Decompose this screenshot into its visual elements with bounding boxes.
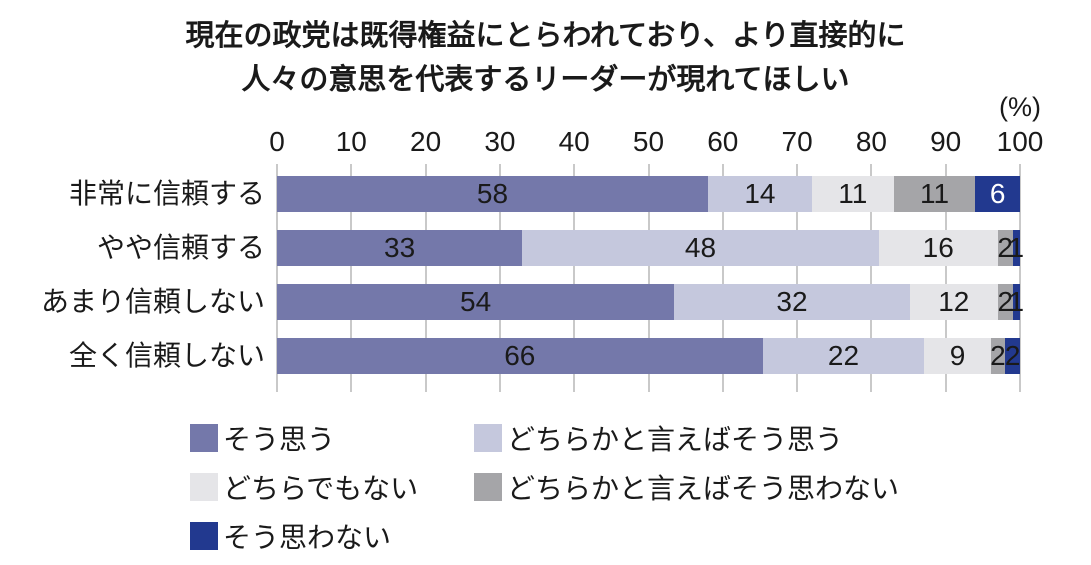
gridline-70 bbox=[796, 164, 799, 392]
legend-item-4: そう思わない bbox=[190, 516, 474, 556]
bar-value-label: 2 bbox=[997, 286, 1014, 317]
bar-value-label: 32 bbox=[776, 286, 808, 317]
x-axis-tick-30: 30 bbox=[484, 126, 516, 157]
legend-item-1: どちらかと言えばそう思う bbox=[474, 418, 899, 458]
category-label-1: やや信頼する bbox=[96, 232, 265, 263]
bar-segment-r2-s4: 1 bbox=[1009, 284, 1024, 320]
bar-value-label: 66 bbox=[504, 340, 536, 371]
bar-row-3: 66 22 9 2 2 bbox=[277, 338, 1020, 374]
legend-label: どちらかと言えばそう思う bbox=[507, 424, 844, 455]
bar-segment-r1-s4: 1 bbox=[1008, 230, 1024, 266]
chart-body: 非常に信頼する やや信頼する あまり信頼しない 全く信頼しない 58 14 11 11 6 33… bbox=[0, 164, 1091, 392]
x-axis-tick-50: 50 bbox=[632, 126, 665, 157]
legend: そう思う どちらかと言えばそう思うどちらでもない どちらかと言えばそう思わないそう思… bbox=[190, 418, 899, 556]
bar-value-label: 11 bbox=[838, 178, 868, 209]
x-axis: (%) 0 10 20 30 40 50 60 70 80 90 100 bbox=[0, 92, 1091, 160]
gridline-80 bbox=[870, 164, 873, 392]
bar-segment-r0-s1: 14 bbox=[707, 176, 812, 212]
legend-label: そう思う bbox=[223, 424, 336, 455]
gridline-40 bbox=[573, 164, 576, 392]
legend-swatch bbox=[190, 424, 218, 452]
bar-value-label: 14 bbox=[744, 178, 776, 209]
gridline-10 bbox=[350, 164, 353, 392]
bar-row-2: 54 32 12 2 1 bbox=[277, 284, 1024, 320]
bar-segment-r1-s2: 16 bbox=[878, 230, 998, 266]
bar-row-1: 33 48 16 2 1 bbox=[277, 230, 1024, 266]
legend-swatch bbox=[190, 522, 218, 550]
legend-swatch bbox=[190, 473, 218, 501]
bar-segment-r0-s4: 6 bbox=[975, 176, 1020, 212]
bar-value-label: 16 bbox=[922, 232, 954, 263]
x-axis-tick-10: 10 bbox=[335, 126, 367, 157]
x-axis-tick-0: 0 bbox=[269, 126, 285, 157]
category-label-2: あまり信頼しない bbox=[40, 286, 265, 317]
x-axis-tick-40: 40 bbox=[558, 126, 590, 157]
bar-value-label: 1 bbox=[1008, 232, 1025, 263]
bar-value-label: 33 bbox=[384, 232, 416, 263]
axis-spacer bbox=[0, 126, 277, 160]
bar-segment-r0-s3: 11 bbox=[893, 176, 976, 212]
legend-label: どちらでもない bbox=[223, 473, 419, 504]
legend-swatch bbox=[474, 424, 502, 452]
category-label-0: 非常に信頼する bbox=[68, 178, 265, 209]
bar-segment-r2-s1: 32 bbox=[674, 284, 910, 320]
bar-value-label: 2 bbox=[997, 232, 1013, 263]
bar-row-0: 58 14 11 11 6 bbox=[277, 176, 1020, 212]
gridline-50 bbox=[647, 164, 650, 392]
bar-segment-r2-s3: 2 bbox=[998, 284, 1013, 320]
bar-value-label: 11 bbox=[919, 178, 950, 209]
gridline-60 bbox=[721, 164, 724, 392]
plot-area: 58 14 11 11 6 33 48 16 2 1 54 32 12 2 1 66 22 9 2 2 bbox=[276, 164, 1024, 392]
legend-swatch bbox=[474, 473, 502, 501]
legend-item-2: どちらでもない bbox=[190, 467, 474, 507]
bar-segment-r1-s3: 2 bbox=[997, 230, 1013, 266]
category-labels: 非常に信頼するやや信頼するあまり信頼しない全く信頼しない bbox=[0, 164, 277, 392]
chart-title-line1: 現在の政党は既得権益にとらわれており、より直接的に bbox=[185, 20, 906, 52]
bar-segment-r1-s1: 48 bbox=[522, 230, 879, 266]
bar-value-label: 22 bbox=[827, 340, 860, 371]
bar-value-label: 1 bbox=[1008, 286, 1025, 317]
gridline-30 bbox=[498, 164, 501, 392]
bar-value-label: 2 bbox=[990, 340, 1006, 371]
chart-title-line2: 人々の意思を代表するリーダーが現れてほしい bbox=[241, 64, 850, 96]
percent-unit-label: (%) bbox=[999, 92, 1041, 122]
category-label-3: 全く信頼しない bbox=[68, 340, 265, 371]
gridline-100 bbox=[1019, 164, 1021, 392]
gridline-20 bbox=[424, 164, 427, 392]
bar-segment-r3-s1: 22 bbox=[762, 338, 925, 374]
legend-label: そう思わない bbox=[223, 522, 392, 553]
bar-segment-r3-s0: 66 bbox=[277, 338, 763, 374]
bar-value-label: 48 bbox=[684, 232, 717, 263]
legend-item-0: そう思う bbox=[190, 418, 474, 458]
gridline-90 bbox=[944, 164, 947, 392]
gridline-0 bbox=[276, 164, 278, 392]
bar-segment-r3-s2: 9 bbox=[924, 338, 991, 374]
x-axis-tick-20: 20 bbox=[410, 126, 442, 157]
bar-value-label: 12 bbox=[938, 286, 970, 317]
bar-value-label: 2 bbox=[1004, 340, 1021, 371]
legend-label: どちらかと言えばそう思わない bbox=[507, 473, 900, 504]
x-axis-tick-100: 100 bbox=[996, 126, 1044, 157]
x-axis-tick-90: 90 bbox=[930, 126, 962, 157]
legend-item-3: どちらかと言えばそう思わない bbox=[474, 467, 899, 507]
x-axis-ticks: (%) 0 10 20 30 40 50 60 70 80 90 100 bbox=[269, 92, 1043, 160]
bar-segment-r0-s0: 58 bbox=[277, 176, 708, 212]
bar-segment-r1-s0: 33 bbox=[277, 230, 523, 266]
bar-segment-r3-s4: 2 bbox=[1005, 338, 1020, 374]
chart-title: 現在の政党は既得権益にとらわれており、より直接的に 人々の意思を代表するリーダー… bbox=[0, 14, 1091, 102]
x-axis-tick-60: 60 bbox=[707, 126, 739, 157]
x-axis-tick-80: 80 bbox=[855, 126, 887, 157]
x-axis-tick-70: 70 bbox=[781, 126, 813, 157]
bar-segment-r2-s0: 54 bbox=[277, 284, 675, 320]
bar-value-label: 9 bbox=[949, 340, 966, 371]
bar-value-label: 6 bbox=[989, 178, 1006, 209]
bar-segment-r2-s2: 12 bbox=[909, 284, 998, 320]
bar-value-label: 58 bbox=[476, 178, 509, 209]
bar-segment-r3-s3: 2 bbox=[990, 338, 1006, 374]
bar-segment-r0-s2: 11 bbox=[811, 176, 894, 212]
bar-value-label: 54 bbox=[460, 286, 492, 317]
